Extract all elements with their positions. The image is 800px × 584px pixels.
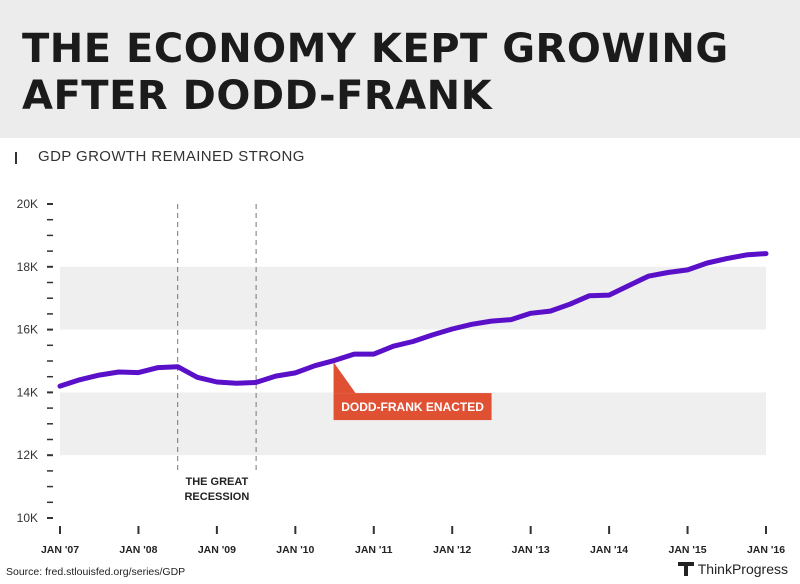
chart-title: THE ECONOMY KEPT GROWING AFTER DODD-FRAN… <box>22 26 729 119</box>
y-tick-label: 10K <box>17 511 38 525</box>
annotation-pointer <box>333 362 356 394</box>
brand-name: ThinkProgress <box>697 561 788 577</box>
thinkprogress-logo-icon <box>677 562 694 576</box>
x-tick-label: JAN '08 <box>119 544 157 556</box>
subtitle-marker <box>15 152 17 164</box>
x-tick-label: JAN '11 <box>355 544 393 556</box>
x-tick-label: JAN '07 <box>41 544 79 556</box>
annotation-box <box>333 393 492 421</box>
y-tick-label: 18K <box>17 260 38 274</box>
gdp-series-line <box>57 251 769 389</box>
x-tick-label: JAN '15 <box>669 544 707 556</box>
gdp-line-chart: 10K 12K 14K 16K 18K 20K JAN '07 JAN '08 JAN '09 J… <box>17 197 786 556</box>
x-tick-label: JAN '09 <box>198 544 236 556</box>
x-tick-label: JAN '16 <box>747 544 785 556</box>
x-tick-label: JAN '10 <box>276 544 314 556</box>
y-tick-label: 16K <box>17 323 38 337</box>
x-tick-label: JAN '12 <box>433 544 471 556</box>
y-tick-label: 12K <box>17 448 38 462</box>
source-note: Source: fred.stlouisfed.org/series/GDP <box>6 566 186 578</box>
annotation-label: DODD-FRANK ENACTED <box>341 400 484 414</box>
chart-subtitle: GDP GROWTH REMAINED STRONG <box>38 148 305 165</box>
x-tick-label: JAN '14 <box>590 544 628 556</box>
y-tick-label: 20K <box>17 197 38 211</box>
recession-label-line2: RECESSION <box>184 491 249 503</box>
brand: ThinkProgress <box>677 561 788 577</box>
y-tick-label: 14K <box>17 385 38 399</box>
x-tick-label: JAN '13 <box>512 544 550 556</box>
recession-label-line1: THE GREAT <box>186 476 249 488</box>
title-band <box>0 0 800 138</box>
